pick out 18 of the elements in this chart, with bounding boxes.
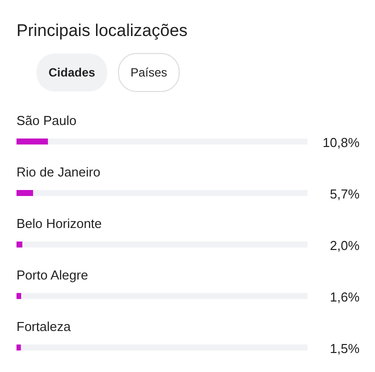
bar	[16, 138, 48, 144]
bar	[16, 190, 34, 196]
chart-title: Principais localizações	[16, 21, 188, 40]
text: Países	[130, 66, 168, 80]
bar	[16, 242, 22, 248]
data-label: 1,5%	[330, 341, 360, 356]
y-tick-label: Porto Alegre	[16, 268, 88, 282]
y-tick-label: Belo Horizonte	[16, 216, 102, 231]
y-tick-label: São Paulo	[16, 113, 76, 128]
bar	[16, 293, 22, 299]
bar	[16, 344, 21, 350]
data-label: 5,7%	[330, 186, 360, 202]
data-label: 2,0%	[330, 238, 360, 253]
data-label: 1,6%	[330, 290, 360, 304]
data-label: 10,8%	[322, 135, 360, 150]
text: Cidades	[48, 66, 96, 80]
y-tick-label: Fortaleza	[16, 319, 72, 334]
y-tick-label: Rio de Janeiro	[16, 164, 100, 180]
